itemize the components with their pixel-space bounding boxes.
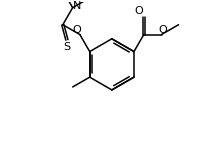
Text: S: S	[63, 42, 70, 52]
Text: N: N	[72, 1, 80, 11]
Text: O: O	[72, 25, 81, 35]
Text: O: O	[134, 6, 143, 16]
Text: O: O	[157, 25, 166, 35]
